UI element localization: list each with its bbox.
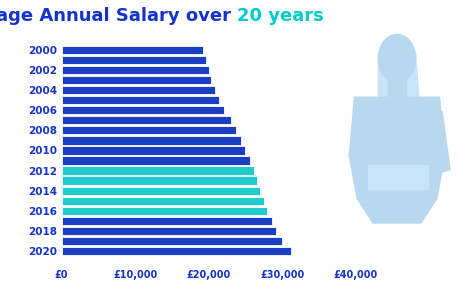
- Bar: [62, 126, 237, 135]
- Polygon shape: [378, 54, 421, 204]
- Bar: [62, 66, 209, 74]
- Polygon shape: [368, 165, 428, 189]
- Bar: [62, 116, 230, 124]
- Bar: [62, 156, 250, 165]
- Bar: [62, 166, 254, 175]
- Polygon shape: [349, 97, 445, 223]
- Polygon shape: [388, 80, 406, 97]
- Bar: [62, 76, 211, 84]
- Ellipse shape: [378, 34, 416, 83]
- Bar: [62, 206, 267, 215]
- Text: Average Annual Salary over: Average Annual Salary over: [0, 7, 237, 25]
- Bar: [62, 96, 219, 104]
- Bar: [62, 146, 246, 155]
- Bar: [62, 46, 203, 54]
- Bar: [62, 56, 206, 64]
- Bar: [62, 196, 264, 205]
- Polygon shape: [424, 107, 450, 175]
- Bar: [62, 136, 241, 145]
- Bar: [62, 176, 257, 185]
- Text: 20 years: 20 years: [237, 7, 324, 25]
- Bar: [62, 237, 282, 245]
- Polygon shape: [355, 107, 381, 175]
- Bar: [62, 217, 272, 225]
- Bar: [62, 247, 291, 255]
- Bar: [62, 86, 215, 94]
- Bar: [62, 227, 276, 235]
- Bar: [62, 106, 224, 114]
- Bar: [62, 186, 260, 195]
